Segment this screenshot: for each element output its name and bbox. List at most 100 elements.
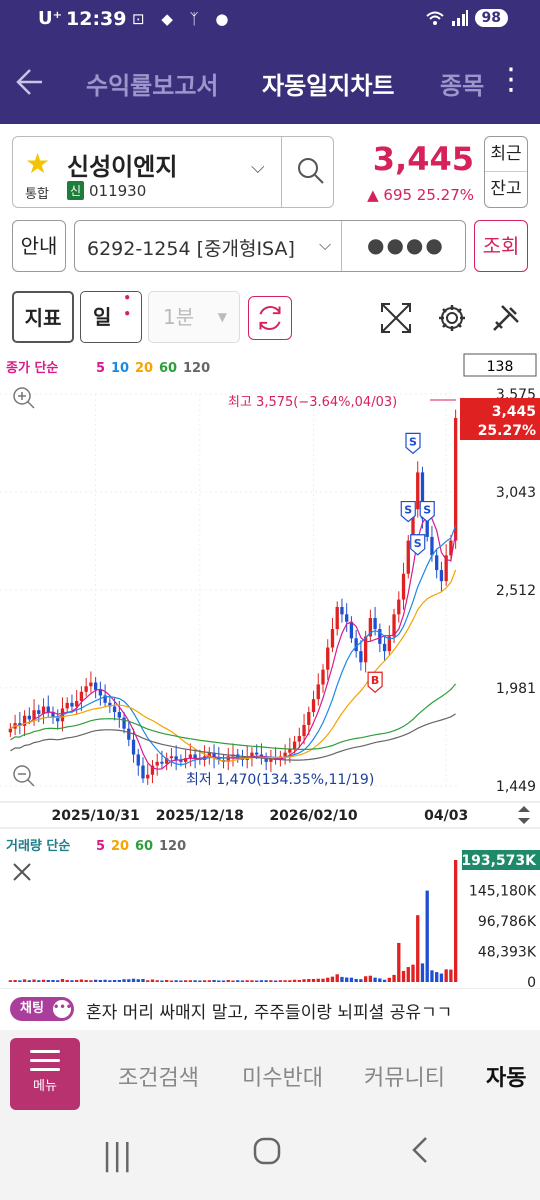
volume-bar: [75, 979, 79, 982]
candle: [93, 682, 98, 690]
chat-bar[interactable]: 채팅 ••• 혼자 머리 싸매지 말고, 주주들이랑 뇌피셜 공유ㄱㄱ: [0, 988, 540, 1028]
indicator-button[interactable]: 지표: [12, 291, 74, 343]
status-bar: U⁺ 12:39 ⊡ ◆ ᛉ ● 98: [0, 0, 540, 40]
recent-balance-toggle[interactable]: 최근 잔고: [484, 136, 528, 208]
back-icon[interactable]: [410, 1132, 430, 1176]
candle: [349, 621, 354, 639]
favorite-star-icon[interactable]: ★: [25, 147, 51, 180]
chat-message[interactable]: 혼자 머리 싸매지 말고, 주주들이랑 뇌피셜 공유ㄱㄱ: [86, 1003, 453, 1023]
date-axis: 2025/10/31 2025/12/18 2026/02/10 04/03: [52, 808, 469, 824]
nav-condition-search[interactable]: 조건검색: [118, 1066, 199, 1091]
password-field[interactable]: ●●●●: [367, 233, 445, 257]
candle: [37, 710, 41, 714]
candle: [444, 555, 448, 582]
period-dots-icon: • •: [123, 291, 131, 321]
candle: [75, 700, 79, 707]
candle: [136, 754, 140, 766]
signal-marker: [367, 671, 383, 694]
balance-button[interactable]: 잔고: [485, 171, 527, 206]
current-price-tag-value: 3,445: [492, 404, 536, 420]
chat-badge-label: 채팅: [20, 1001, 44, 1016]
volume-bar: [354, 978, 358, 982]
nav-auto[interactable]: 자동: [486, 1066, 527, 1091]
recent-apps-icon[interactable]: |||: [102, 1138, 133, 1173]
volume-bar: [141, 978, 145, 982]
candle: [250, 752, 254, 757]
volume-bar: [363, 976, 368, 982]
close-volume-icon[interactable]: [13, 863, 31, 881]
chat-badge[interactable]: 채팅 •••: [10, 997, 74, 1021]
tools-icon[interactable]: [490, 302, 522, 334]
candle: [373, 618, 377, 630]
chart-canvas[interactable]: 종가 단순 5 10 20 60 120 138 SS SSB 3,5753,0432,5…: [0, 350, 540, 990]
volume-bar: [302, 979, 306, 982]
candle: [354, 638, 358, 652]
more-menu-icon[interactable]: ⋮: [496, 62, 526, 97]
nav-misu-bandae[interactable]: 미수반대: [242, 1066, 323, 1091]
tab-stock[interactable]: 종목: [440, 72, 485, 100]
search-icon[interactable]: [295, 155, 325, 185]
volume-bar: [89, 980, 93, 982]
volume-bar: [316, 978, 320, 982]
scroll-arrows-icon[interactable]: [518, 806, 530, 824]
candle: [8, 728, 13, 733]
expand-icon[interactable]: [380, 302, 412, 334]
candle: [297, 736, 301, 742]
chevron-down-icon[interactable]: ⌵: [319, 235, 332, 254]
candle: [79, 691, 84, 701]
ma-legend-item: 5: [96, 361, 105, 376]
recent-button[interactable]: 최근: [490, 144, 522, 164]
back-arrow-icon[interactable]: [12, 62, 52, 102]
signal-marker: [400, 500, 416, 523]
volume-tick-label: 96,786K: [478, 914, 537, 930]
bottom-nav: 메뉴 조건검색 미수반대 커뮤니티 자동: [0, 1030, 540, 1120]
tab-auto-chart[interactable]: 자동일지차트: [262, 72, 395, 100]
carrier-label: U⁺: [38, 8, 63, 29]
interval-label: 1분: [163, 305, 195, 329]
candle: [435, 555, 439, 571]
volume-bar: [453, 860, 458, 982]
volume-bar: [27, 980, 31, 982]
ma-line: [10, 525, 457, 766]
home-icon[interactable]: [252, 1134, 282, 1176]
ma-line: [10, 514, 457, 770]
zoom-in-icon[interactable]: [13, 387, 35, 409]
zoom-out-icon[interactable]: [13, 765, 35, 787]
candle: [387, 636, 391, 652]
candle: [430, 536, 434, 556]
period-day-button[interactable]: 일 • •: [80, 291, 142, 343]
account-selector[interactable]: 6292-1254 [중개형ISA] ⌵ ●●●●: [74, 220, 466, 272]
stock-selector[interactable]: ★ 신성이엔지 통합 신 011930 ⌵: [12, 136, 334, 208]
candle: [420, 472, 425, 519]
settings-gear-icon[interactable]: [436, 302, 468, 334]
interval-select[interactable]: 1분 ▼: [148, 291, 240, 343]
signal-label: S: [404, 504, 412, 517]
tab-profit-report[interactable]: 수익률보고서: [86, 72, 219, 100]
info-button[interactable]: 안내: [12, 220, 66, 272]
query-button[interactable]: 조회: [474, 220, 528, 272]
candle: [307, 712, 311, 725]
volume-bar: [65, 979, 69, 982]
volume-bar: [188, 980, 193, 982]
volume-bar: [264, 980, 268, 982]
volume-bar: [326, 977, 330, 982]
candle: [108, 702, 112, 707]
candle: [439, 570, 444, 582]
volume-bar: [41, 979, 46, 982]
volume-bar: [98, 979, 103, 982]
nav-community[interactable]: 커뮤니티: [364, 1066, 445, 1091]
candle: [345, 614, 349, 622]
candle: [18, 723, 22, 726]
volume-bar: [117, 979, 121, 982]
count-box[interactable]: [463, 353, 537, 377]
date-tick-label: 04/03: [424, 808, 468, 824]
volume-bar: [103, 979, 107, 982]
chevron-down-icon[interactable]: ⌵: [251, 157, 265, 178]
menu-button[interactable]: 메뉴: [10, 1038, 80, 1110]
candle: [131, 739, 136, 755]
volume-ma-legend: 5 20 60 120: [96, 839, 186, 854]
refresh-icon[interactable]: [248, 296, 292, 340]
volume-bar: [392, 974, 396, 982]
